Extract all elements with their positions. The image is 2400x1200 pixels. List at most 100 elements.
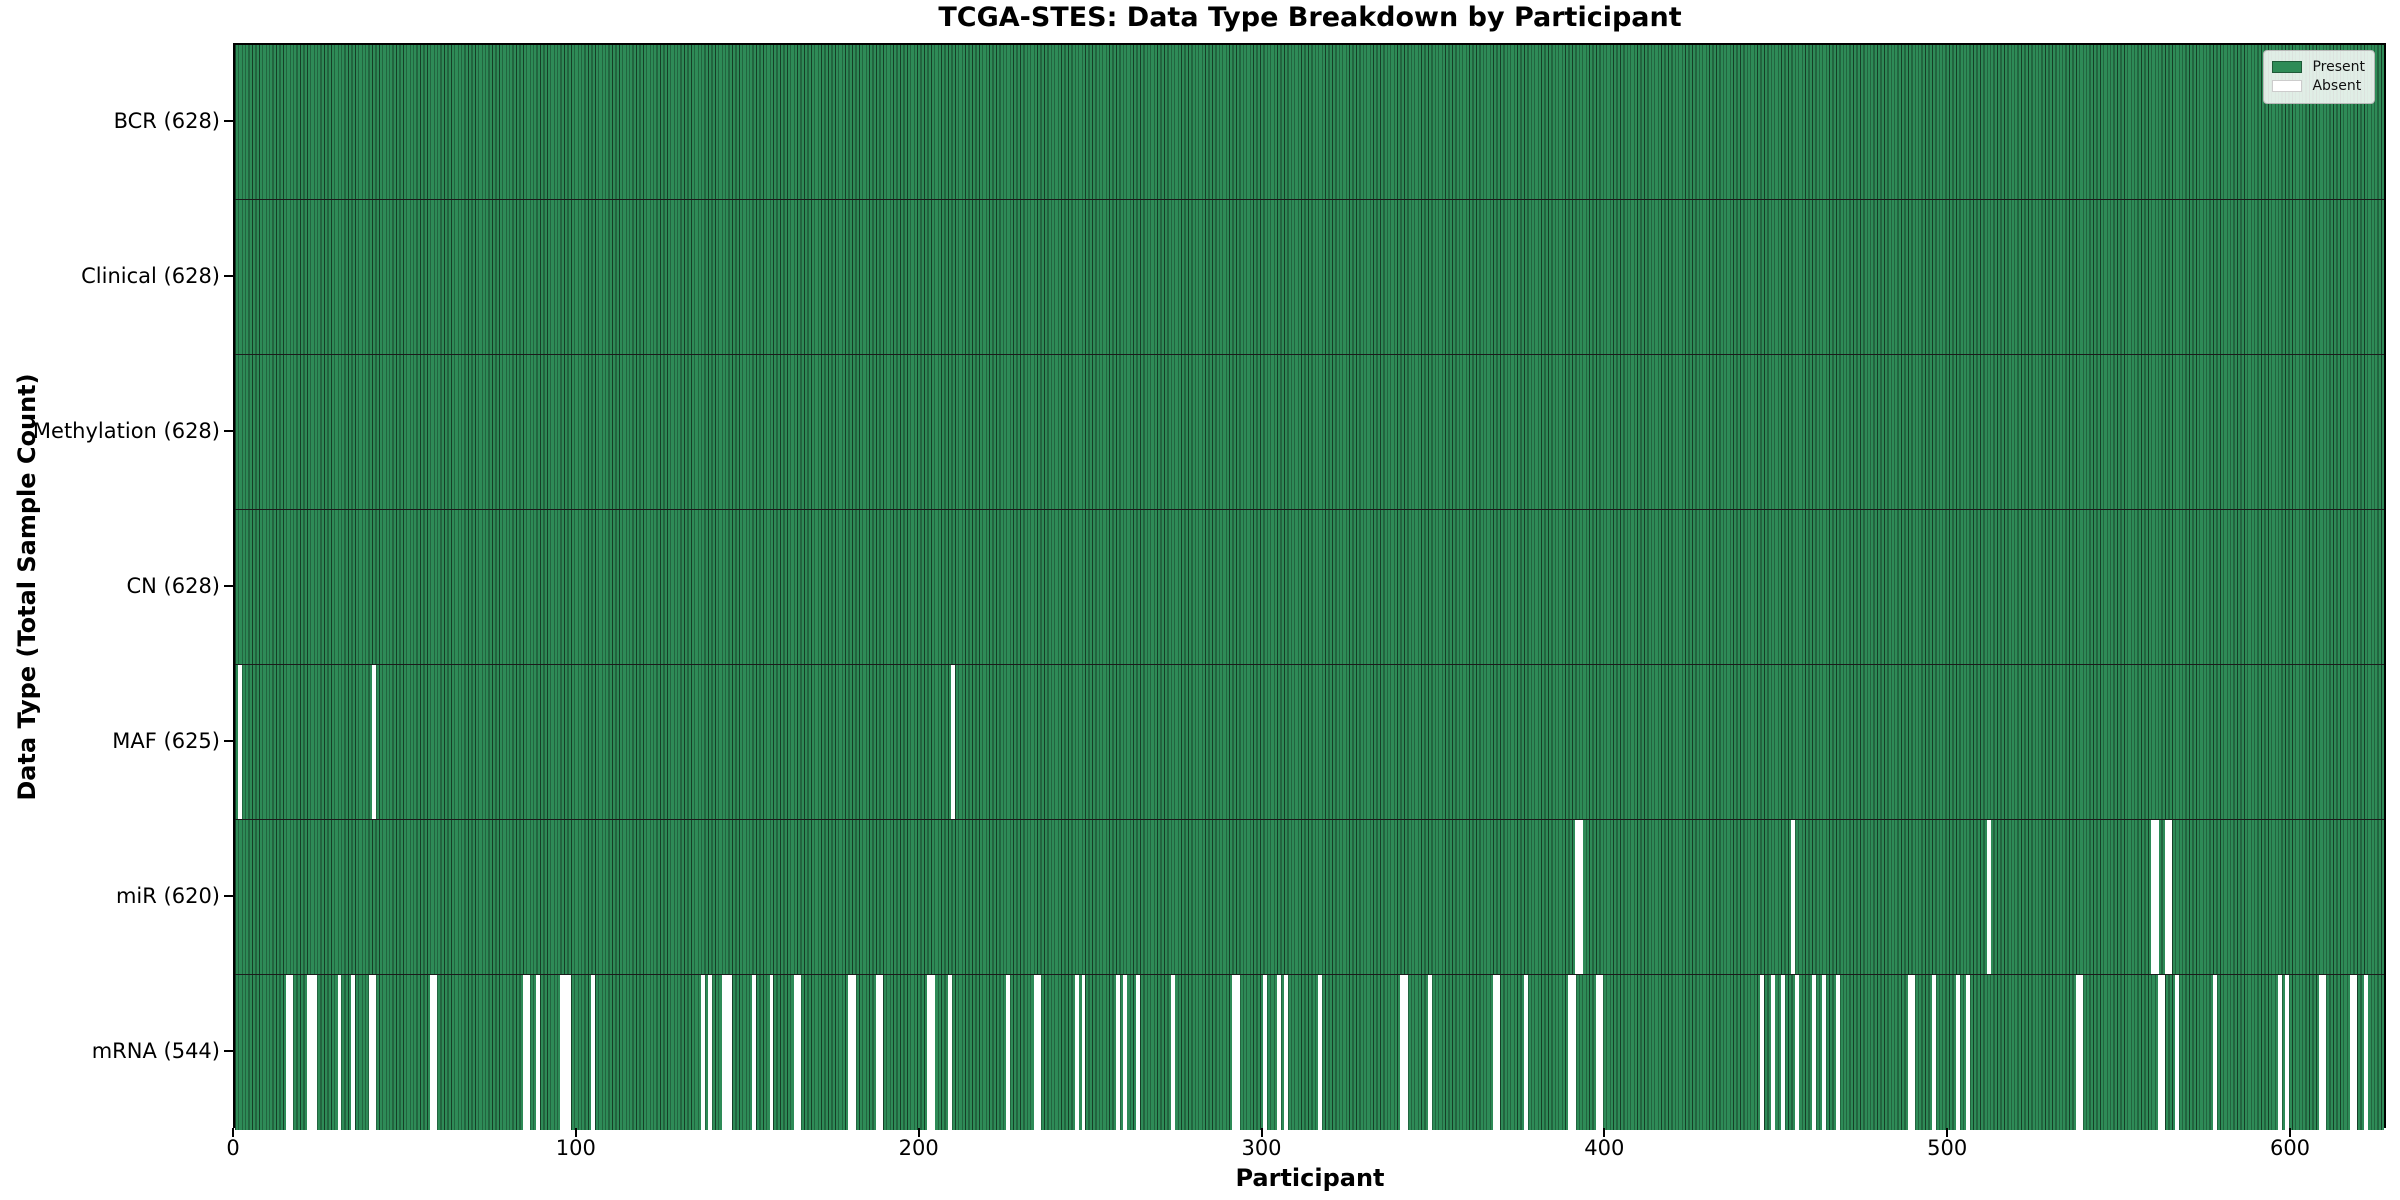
- absent-stripe: [1496, 975, 1501, 1130]
- absent-stripe: [1263, 975, 1268, 1130]
- row-cn: [235, 510, 2384, 665]
- x-tick-mark: [574, 1128, 577, 1137]
- absent-stripe: [2278, 975, 2282, 1130]
- row-bcr: [235, 45, 2384, 200]
- absent-stripe: [2168, 820, 2173, 974]
- absent-stripe: [2151, 820, 2156, 974]
- absent-stripe: [1568, 975, 1573, 1130]
- x-tick-label-0: 0: [226, 1136, 240, 1160]
- absent-stripe: [721, 975, 726, 1130]
- x-tick-label-600: 600: [2269, 1136, 2311, 1160]
- absent-stripe: [1986, 820, 1991, 974]
- absent-stripe: [371, 975, 376, 1130]
- absent-stripe: [2350, 975, 2354, 1130]
- absent-stripe: [2284, 975, 2289, 1130]
- absent-stripe: [797, 975, 801, 1130]
- absent-stripe: [1081, 975, 1086, 1130]
- absent-swatch-icon: [2272, 80, 2303, 92]
- absent-stripe: [2363, 975, 2368, 1130]
- x-tick-label-300: 300: [1241, 1136, 1282, 1160]
- absent-stripe: [1136, 975, 1141, 1130]
- x-axis-label: Participant: [1235, 1164, 1385, 1192]
- absent-stripe: [591, 975, 596, 1130]
- absent-stripe: [560, 975, 565, 1130]
- row-clinical: [235, 200, 2384, 355]
- absent-stripe: [1170, 975, 1175, 1130]
- absent-stripe: [2079, 975, 2084, 1130]
- absent-stripe: [1427, 975, 1432, 1130]
- absent-stripe: [1907, 975, 1912, 1130]
- absent-stripe: [1037, 975, 1041, 1130]
- absent-stripe: [1277, 975, 1281, 1130]
- y-tick-label-mir: miR (620): [115, 883, 220, 908]
- absent-stripe: [1493, 975, 1497, 1130]
- absent-stripe: [1575, 820, 1580, 974]
- x-tick-mark: [1260, 1128, 1263, 1137]
- absent-stripe: [1318, 975, 1322, 1130]
- absent-stripe: [1595, 975, 1600, 1130]
- x-tick-label-100: 100: [555, 1136, 596, 1160]
- absent-stripe: [2175, 975, 2180, 1130]
- absent-stripe: [1931, 975, 1936, 1130]
- absent-stripe: [848, 975, 853, 1130]
- absent-stripe: [286, 975, 291, 1130]
- absent-stripe: [1966, 975, 1970, 1130]
- absent-stripe: [536, 975, 541, 1130]
- chart-title: TCGA-STES: Data Type Breakdown by Partic…: [938, 2, 1682, 33]
- absent-stripe: [1115, 975, 1120, 1130]
- absent-stripe: [1599, 975, 1604, 1130]
- absent-stripe: [371, 665, 376, 819]
- absent-stripe: [707, 975, 712, 1130]
- absent-stripe: [1791, 820, 1796, 974]
- x-tick-label-500: 500: [1927, 1136, 1968, 1160]
- absent-stripe: [1911, 975, 1916, 1130]
- absent-stripe: [851, 975, 856, 1130]
- absent-stripe: [728, 975, 733, 1130]
- absent-stripe: [793, 975, 798, 1130]
- row-mir: [235, 820, 2384, 975]
- absent-stripe: [1235, 975, 1240, 1130]
- absent-stripe: [1400, 975, 1405, 1130]
- x-tick-mark: [232, 1128, 234, 1137]
- absent-stripe: [1770, 975, 1775, 1130]
- y-tick-label-bcr: BCR (628): [113, 108, 220, 133]
- legend-label-absent: Absent: [2312, 78, 2362, 94]
- absent-stripe: [951, 665, 956, 819]
- absent-stripe: [1006, 975, 1010, 1130]
- x-tick-mark: [917, 1128, 920, 1137]
- absent-stripe: [1033, 975, 1038, 1130]
- absent-stripe: [430, 975, 435, 1130]
- legend-item-present: Present: [2272, 59, 2365, 75]
- absent-stripe: [1283, 975, 1288, 1130]
- absent-stripe: [313, 975, 318, 1130]
- absent-stripe: [289, 975, 294, 1130]
- absent-stripe: [310, 975, 315, 1130]
- absent-stripe: [701, 975, 705, 1130]
- y-tick-label-mrna: mRNA (544): [91, 1038, 220, 1063]
- x-tick-mark: [1946, 1128, 1949, 1137]
- absent-stripe: [1811, 975, 1816, 1130]
- absent-stripe: [351, 975, 356, 1130]
- absent-stripe: [567, 975, 572, 1130]
- absent-stripe: [1760, 975, 1765, 1130]
- row-maf: [235, 665, 2384, 820]
- legend: Present Absent: [2263, 50, 2375, 104]
- y-tick-mark: [224, 1049, 233, 1052]
- y-tick-mark: [224, 894, 233, 897]
- absent-stripe: [563, 975, 568, 1130]
- absent-stripe: [875, 975, 880, 1130]
- absent-stripe: [1571, 975, 1576, 1130]
- absent-stripe: [947, 975, 952, 1130]
- row-mrna: [235, 975, 2384, 1130]
- absent-stripe: [2322, 975, 2327, 1130]
- absent-stripe: [1122, 975, 1127, 1130]
- absent-stripe: [1835, 975, 1840, 1130]
- y-tick-mark: [224, 584, 233, 587]
- absent-stripe: [337, 975, 342, 1130]
- absent-stripe: [1794, 975, 1799, 1130]
- absent-stripe: [2161, 975, 2166, 1130]
- absent-stripe: [725, 975, 729, 1130]
- legend-item-absent: Absent: [2272, 78, 2365, 94]
- x-tick-mark: [1603, 1128, 1606, 1137]
- y-tick-label-methylation: Methylation (628): [32, 418, 220, 443]
